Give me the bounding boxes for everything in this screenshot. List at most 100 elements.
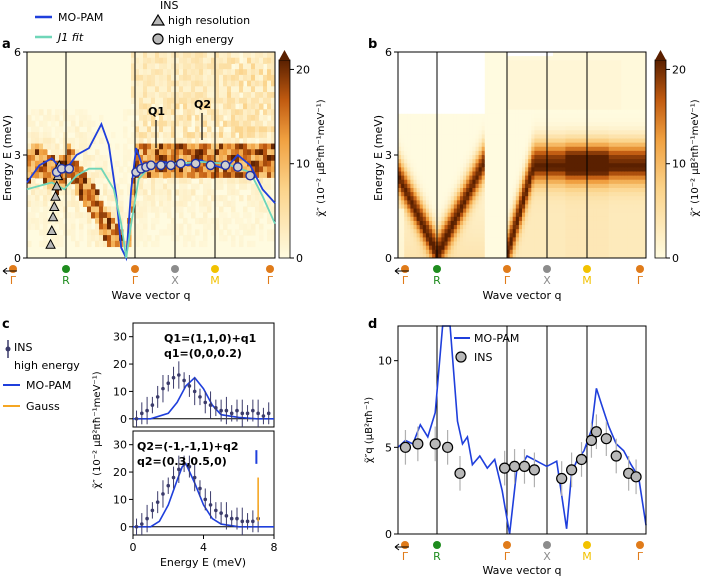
heatmap-a-cell (259, 195, 264, 202)
heatmap-b-cell (615, 216, 619, 222)
heatmap-b-cell (559, 229, 563, 234)
heatmap-b-cell (515, 204, 520, 210)
heatmap-b-cell (630, 89, 635, 94)
heatmap-b-cell (636, 237, 641, 243)
heatmap-b-cell (630, 249, 635, 255)
heatmap-b-cell (429, 130, 433, 135)
heatmap-b-cell (491, 138, 495, 144)
heatmap-b-cell (618, 68, 622, 74)
heatmap-b-cell (444, 212, 449, 218)
heatmap-b-cell (531, 97, 535, 102)
heatmap-a-cell (139, 137, 144, 145)
heatmap-b-cell (404, 163, 408, 168)
heatmap-b-cell (413, 130, 418, 135)
heatmap-b-cell (484, 113, 489, 119)
heatmap-a-cell (167, 223, 172, 230)
heatmap-b-cell (525, 76, 529, 82)
heatmap-b-cell (605, 122, 610, 127)
heatmap-b-cell (602, 237, 607, 243)
heatmap-a-cell (251, 86, 256, 93)
heatmap-b-cell (593, 245, 597, 251)
heatmap-b-cell (587, 192, 591, 197)
heatmap-b-cell (463, 163, 467, 168)
heatmap-a-cell (151, 240, 156, 248)
heatmap-a-cell (99, 212, 104, 219)
heatmap-a-cell (127, 183, 132, 190)
heatmap-b-cell (580, 76, 585, 82)
heatmap-a-cell (47, 132, 52, 139)
heatmap-b-cell (438, 155, 442, 160)
heatmap-a-cell (87, 206, 92, 213)
heatmap-a-cell (171, 109, 176, 116)
heatmap-a-cell (155, 166, 160, 173)
heatmap-b-cell (627, 187, 631, 193)
heatmap-b-cell (553, 233, 557, 238)
heatmap-a-cell (207, 92, 212, 99)
heatmap-b-cell (624, 117, 628, 123)
heatmap-a-cell (99, 206, 104, 213)
heatmap-b-cell (559, 249, 563, 255)
heatmap-a-cell (231, 177, 236, 185)
heatmap-b-cell (615, 89, 619, 94)
heatmap-a-cell (167, 155, 172, 162)
heatmap-a-cell (195, 120, 200, 127)
heatmap-b-cell (500, 122, 504, 127)
heatmap-b-cell (559, 93, 563, 98)
heatmap-b-cell (503, 229, 507, 234)
heatmap-b-cell (506, 241, 511, 247)
heatmap-b-cell (475, 130, 480, 135)
heatmap-b-cell (512, 249, 517, 255)
heatmap-a-cell (243, 109, 248, 116)
heatmap-a-cell (183, 126, 188, 133)
heatmap-a-cell (155, 132, 160, 139)
heatmap-b-cell (531, 105, 535, 111)
heatmap-b-cell (438, 208, 442, 214)
heatmap-b-cell (444, 229, 449, 234)
heatmap-b-cell (509, 89, 514, 94)
heatmap-b-cell (491, 142, 495, 148)
heatmap-b-cell (602, 122, 607, 127)
heatmap-b-cell (627, 229, 631, 234)
heatmap-b-cell (553, 196, 557, 201)
heatmap-a-cell (167, 63, 172, 70)
heatmap-a-cell (35, 137, 40, 145)
heatmap-b-cell (599, 64, 604, 69)
heatmap-b-cell (512, 229, 517, 234)
heatmap-b-cell (506, 56, 511, 61)
heatmap-b-cell (546, 233, 551, 238)
heatmap-b-cell (441, 216, 445, 222)
heatmap-b-cell (559, 117, 563, 123)
heatmap-b-cell (559, 171, 563, 177)
heatmap-a-cell (151, 126, 156, 133)
heatmap-b-cell (450, 159, 455, 164)
heatmap-a-cell (175, 86, 180, 93)
heatmap-a-cell (271, 97, 276, 104)
heatmap-a-cell (43, 200, 48, 207)
heatmap-a-cell (231, 172, 236, 179)
heatmap-b-cell (506, 249, 511, 255)
heatmap-b-cell (500, 117, 504, 123)
heatmap-b-cell (593, 150, 597, 156)
heatmap-a-cell (159, 74, 164, 82)
heatmap-b-cell (447, 163, 452, 168)
heatmap-a-cell (83, 200, 88, 207)
heatmap-b-cell (636, 72, 641, 78)
heatmap-b-cell (593, 233, 597, 238)
heatmap-b-cell (624, 122, 628, 127)
heatmap-b-cell (416, 183, 421, 189)
heatmap-b-cell (509, 187, 514, 193)
heatmap-b-cell (540, 171, 545, 177)
heatmap-b-cell (577, 155, 582, 160)
heatmap-a-cell (223, 223, 228, 230)
heatmap-a-cell (207, 223, 212, 230)
heatmap-b-cell (419, 196, 424, 201)
heatmap-a-cell (247, 195, 252, 202)
heatmap-a-cell (91, 132, 96, 139)
heatmap-b-cell (571, 117, 576, 123)
heatmap-a-cell (227, 86, 232, 93)
heatmap-b-cell (549, 117, 554, 123)
heatmap-b-cell (398, 150, 402, 156)
heatmap-a-cell (203, 223, 208, 230)
heatmap-b-cell (630, 150, 635, 156)
heatmap-b-cell (559, 216, 563, 222)
